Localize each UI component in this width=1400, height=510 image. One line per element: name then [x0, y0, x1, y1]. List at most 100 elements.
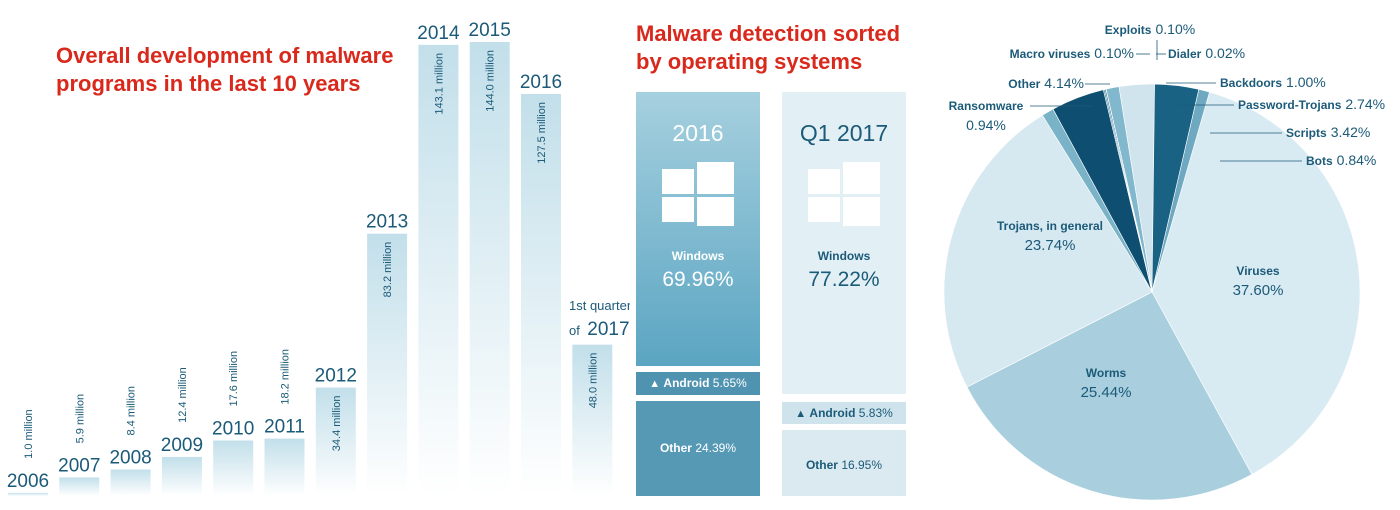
pie-slice-label: Ransomware	[949, 99, 1024, 113]
bar	[469, 42, 510, 496]
os-column-2016: 2016 Windows 69.96% ▲ Android 5.65% Othe…	[636, 92, 760, 496]
pie-slice-label: Other 4.14%	[1008, 75, 1084, 91]
bar-year-label: 2014	[417, 23, 460, 44]
bar-year-label: 2007	[58, 455, 100, 476]
bar	[264, 438, 305, 496]
pie-slice-label: Macro viruses 0.10%	[1010, 45, 1134, 61]
pie-slice-label: Password-Trojans 2.74%	[1238, 96, 1385, 112]
android-label-2016: Android	[663, 376, 710, 390]
windows-logo-icon	[662, 162, 734, 226]
pie-slice-label: Scripts 3.42%	[1286, 124, 1370, 140]
bar-group: 48.0 million	[572, 344, 613, 496]
windows-pct-2016: 69.96%	[662, 268, 734, 291]
os-column-2017: Q1 2017 Windows 77.22% ▲ Android 5.83% O…	[782, 92, 906, 496]
pie-slice-value: 25.44%	[1081, 384, 1132, 401]
pie-slice	[943, 114, 1153, 388]
windows-block-2016: 2016 Windows 69.96%	[636, 92, 760, 366]
pie-slice-label: Dialer 0.02%	[1168, 45, 1245, 61]
pie-slice	[966, 291, 1253, 501]
bar-year-label: 2010	[212, 419, 254, 440]
windows-label-2017: Windows	[817, 249, 871, 263]
bar-value-label: 144.0 million	[485, 50, 497, 112]
pie-slice-value: 4.14%	[1044, 75, 1084, 91]
pie-slice-value: 0.10%	[1094, 45, 1134, 61]
windows-block-2017: Q1 2017 Windows 77.22%	[782, 92, 906, 394]
bar-year-label: 2011	[264, 417, 305, 438]
android-pct-2016: 5.65%	[712, 376, 747, 390]
quarter-label-line2: of 2017	[569, 319, 630, 340]
bar-group: 2016 127.5 million	[520, 72, 562, 496]
bar	[110, 469, 151, 496]
android-label-2017: Android	[809, 406, 856, 420]
bar-chart-title: Overall development of malware programs …	[56, 43, 394, 96]
bar-group: 2011 18.2 million	[264, 349, 305, 496]
pie-slice-value: 23.74%	[1025, 237, 1076, 254]
other-block-2017: Other 16.95%	[782, 430, 906, 496]
pie-slice-value: 3.42%	[1331, 124, 1371, 140]
bar	[521, 94, 561, 496]
bar-year-label: 2008	[109, 448, 151, 469]
bar-year-label: 2015	[469, 20, 511, 41]
quarter-label-line1: 1st quarter	[569, 298, 630, 313]
other-label-2016: Other	[659, 441, 692, 455]
bar	[572, 344, 613, 496]
bar-value-label: 143.1 million	[433, 53, 445, 115]
quarter-label-year: 2017	[587, 319, 629, 340]
bar-year-label: 2013	[366, 212, 408, 233]
other-pct-2016: 24.39%	[695, 441, 737, 455]
bar-value-label: 12.4 million	[177, 367, 189, 423]
android-icon: ▲	[795, 408, 807, 420]
android-block-2016: ▲ Android 5.65%	[636, 372, 760, 395]
bar	[213, 440, 254, 496]
pie-slice-label: Backdoors 1.00%	[1220, 74, 1326, 90]
bar-year-label: 2009	[161, 435, 203, 456]
pie-slice	[1151, 88, 1210, 293]
pie-slice-value: 2.74%	[1345, 96, 1385, 112]
bar-value-label: 83.2 million	[382, 242, 394, 298]
bar-group: 2010 17.6 million	[212, 351, 254, 496]
bar-value-label: 127.5 million	[536, 102, 548, 164]
bar-group: 2012 34.4 million	[315, 366, 357, 496]
os-year-2017: Q1 2017	[799, 120, 889, 146]
bar-group: 2006 1.0 million	[7, 409, 49, 496]
windows-pct-2017: 77.22%	[808, 268, 880, 291]
bar-group: 2013 83.2 million	[366, 212, 408, 496]
bar	[315, 387, 356, 496]
windows-label-2016: Windows	[671, 249, 725, 263]
android-icon: ▲	[649, 378, 661, 390]
os-chart-title: Malware detection sorted by operating sy…	[636, 21, 901, 74]
other-pct-2017: 16.95%	[841, 458, 883, 472]
bar	[367, 233, 408, 496]
bar-group: 2007 5.9 million	[58, 394, 100, 496]
pie-slice-value: 0.10%	[1155, 21, 1195, 37]
windows-logo-icon	[808, 162, 880, 226]
bar-year-label: 2016	[520, 72, 562, 93]
android-pct-2017: 5.83%	[858, 406, 893, 420]
pie-slice-value: 0.84%	[1337, 152, 1377, 168]
bar	[59, 477, 100, 496]
bar-group: 2015 144.0 million	[469, 20, 511, 496]
bar-group: 2014 143.1 million	[417, 23, 460, 497]
bar	[161, 456, 202, 496]
malware-type-pie-chart: Viruses 37.60% Worms 25.44% Trojans, in gene…	[943, 21, 1385, 501]
pie-slice-value: 37.60%	[1233, 282, 1284, 299]
other-block-2016: Other 24.39%	[636, 401, 760, 496]
bar-value-label: 17.6 million	[228, 351, 240, 407]
pie-slice-label: Exploits 0.10%	[1105, 21, 1195, 37]
bar-year-label: 2012	[315, 366, 357, 387]
bar-value-label: 48.0 million	[587, 353, 599, 409]
pie-slice-label: Worms	[1086, 366, 1127, 380]
bar-value-label: 8.4 million	[126, 386, 138, 436]
android-block-2017: ▲ Android 5.83%	[782, 402, 906, 424]
bar-group: 2008 8.4 million	[109, 386, 152, 496]
os-year-2016: 2016	[672, 120, 724, 146]
bar-value-label: 1.0 million	[23, 409, 35, 459]
pie-slice-value: 0.02%	[1205, 45, 1245, 61]
bar-value-label: 18.2 million	[280, 349, 292, 405]
bar-group: 2009 12.4 million	[161, 367, 203, 496]
other-label-2017: Other	[805, 458, 838, 472]
pie-slice	[1151, 91, 1361, 475]
pie-slice-value: 1.00%	[1286, 74, 1326, 90]
bar	[8, 492, 48, 496]
pie-slice-value: 0.94%	[966, 117, 1006, 133]
